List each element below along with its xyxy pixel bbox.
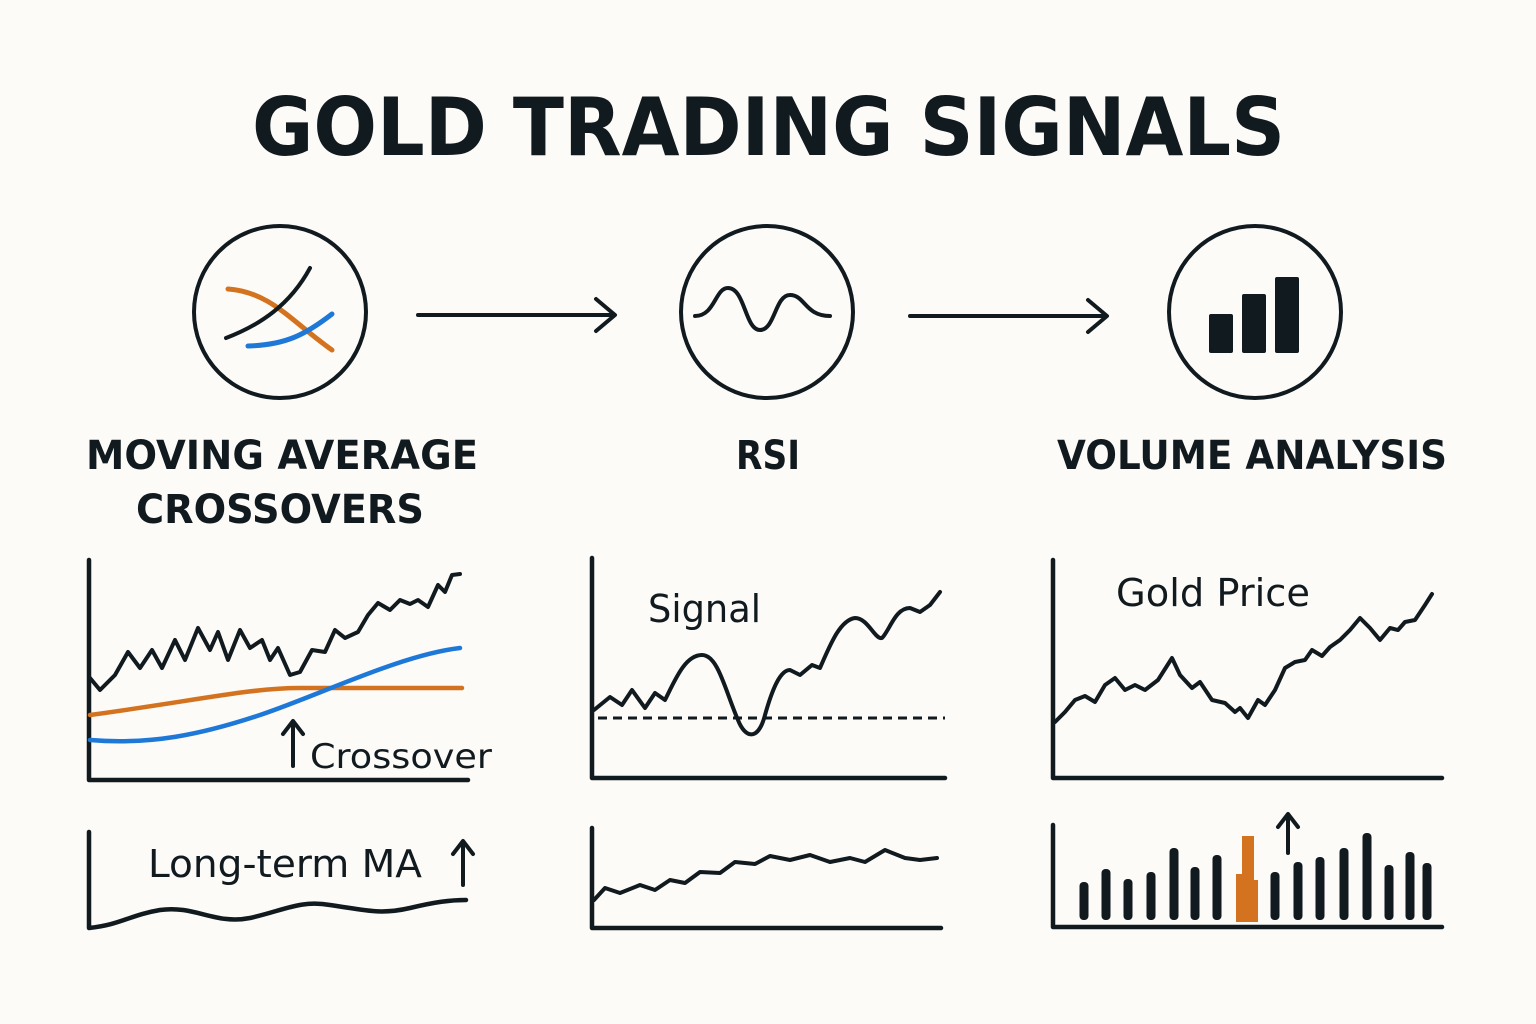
signal-annotation: Signal: [648, 587, 761, 631]
gold-price-line: [1053, 592, 1434, 724]
volume-spike-bar: [1236, 836, 1258, 922]
rsi-line: [592, 590, 942, 737]
icon-circle: [1167, 224, 1343, 400]
arrow-up-icon: [1276, 812, 1300, 855]
volume-bar: [1079, 882, 1089, 920]
step-moving-average: MOVING AVERAGE CROSSOVERS: [86, 224, 478, 533]
step-rsi: RSI: [679, 224, 855, 479]
volume-bar: [1123, 879, 1133, 920]
long-term-ma-annotation: Long-term MA: [148, 842, 422, 886]
price-line: [88, 572, 462, 692]
arrow-right-icon: [908, 298, 1109, 334]
step-label: VOLUME ANALYSIS: [1057, 433, 1447, 479]
axes: [589, 555, 948, 781]
volume-bars: [1079, 833, 1432, 922]
volume-bar: [1101, 869, 1111, 920]
volume-bar: [1212, 855, 1222, 920]
ma-lower-panel: Long-term MA: [86, 829, 475, 931]
volume-bar: [1384, 865, 1394, 920]
volume-bar: [1293, 862, 1303, 920]
short-term-ma-line: [87, 645, 463, 744]
volume-bar: [1339, 848, 1349, 920]
volume-bar: [1422, 863, 1432, 920]
arrow-right-icon: [416, 297, 617, 333]
oscillator-wave-icon: [693, 286, 832, 332]
volume-bar: [1146, 872, 1156, 920]
page-title: GOLD TRADING SIGNALS: [252, 81, 1285, 174]
rsi-panel: Signal: [589, 555, 948, 781]
gold-price-panel: Gold Price: [1050, 557, 1445, 781]
volume-bar: [1405, 852, 1415, 920]
crossover-annotation: Crossover: [310, 737, 492, 777]
icon-circle: [192, 224, 368, 400]
axes: [1050, 822, 1445, 930]
axes: [1050, 557, 1445, 781]
icon-circle: [679, 224, 855, 400]
volume-panel: [1050, 812, 1445, 930]
rsi-lower-panel: [589, 825, 944, 931]
arrow-up-icon: [281, 719, 305, 768]
step-label-line-2: CROSSOVERS: [136, 487, 424, 533]
step-volume: VOLUME ANALYSIS: [1057, 224, 1447, 479]
indicator-line: [592, 848, 939, 902]
ma-price-panel: Crossover: [86, 557, 492, 783]
axes: [589, 825, 944, 931]
volume-bar: [1190, 867, 1200, 920]
step-label-line-1: MOVING AVERAGE: [86, 433, 478, 479]
arrow-up-icon: [451, 839, 475, 887]
bar-chart-icon: [1209, 277, 1299, 353]
volume-bar: [1169, 848, 1179, 920]
step-label: RSI: [736, 433, 800, 479]
volume-bar: [1362, 833, 1372, 920]
axes: [86, 829, 469, 931]
gold-price-annotation: Gold Price: [1116, 571, 1310, 615]
long-term-ma-line: [87, 685, 465, 718]
volume-bar: [1270, 872, 1280, 920]
volume-bar: [1315, 857, 1325, 920]
axes: [86, 557, 471, 783]
crossover-lines-icon: [224, 266, 335, 353]
